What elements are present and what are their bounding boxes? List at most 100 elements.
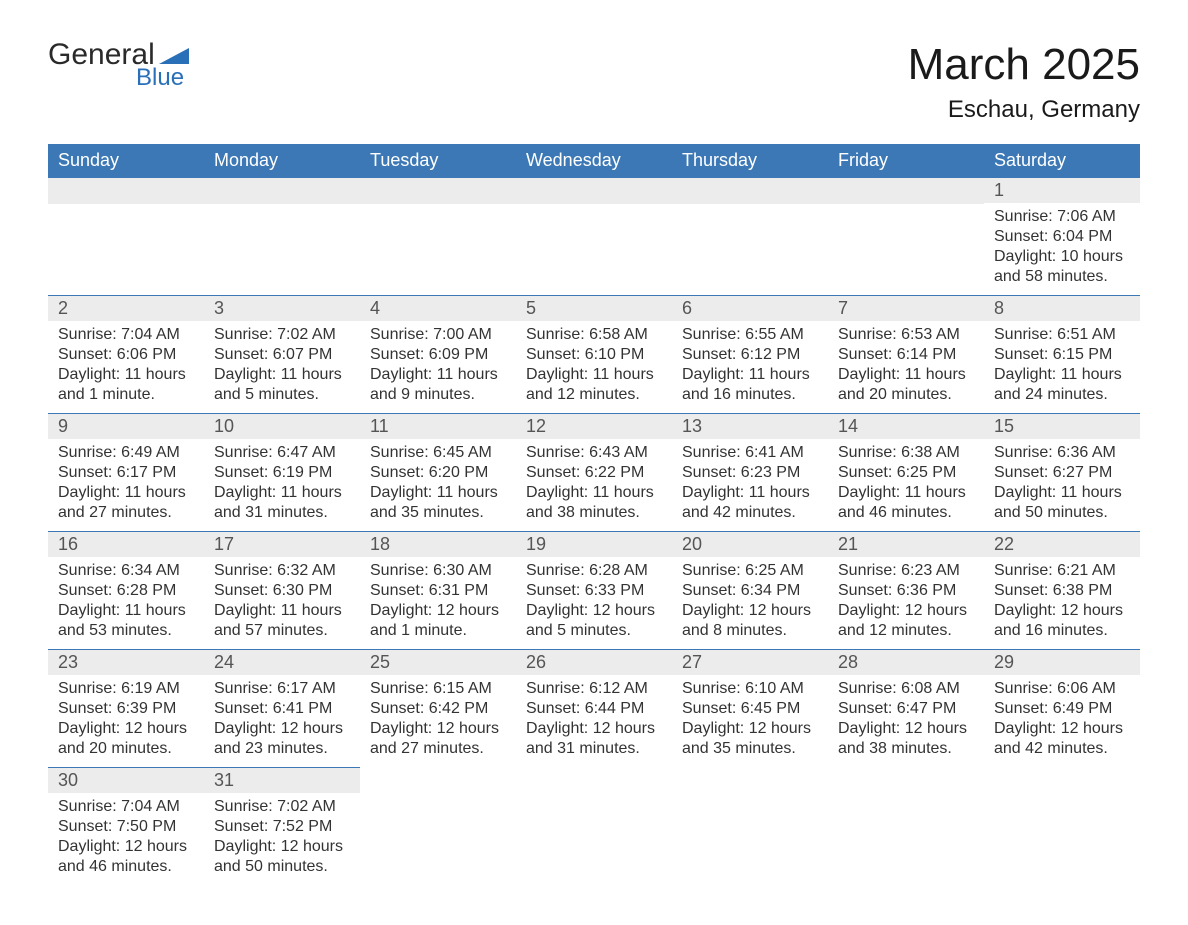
sunset-line: Sunset: 6:33 PM xyxy=(526,581,662,601)
day-number: 19 xyxy=(516,532,672,557)
sunset-line: Sunset: 6:10 PM xyxy=(526,345,662,365)
calendar-cell: 28Sunrise: 6:08 AMSunset: 6:47 PMDayligh… xyxy=(828,649,984,767)
daylight-line-1: Daylight: 11 hours xyxy=(58,601,194,621)
daylight-line-1: Daylight: 12 hours xyxy=(370,601,506,621)
sunrise-line: Sunrise: 6:53 AM xyxy=(838,325,974,345)
daylight-line-1: Daylight: 12 hours xyxy=(838,601,974,621)
day-detail: Sunrise: 6:51 AMSunset: 6:15 PMDaylight:… xyxy=(984,321,1140,413)
daylight-line-2: and 31 minutes. xyxy=(526,739,662,759)
day-detail: Sunrise: 6:19 AMSunset: 6:39 PMDaylight:… xyxy=(48,675,204,767)
sunrise-line: Sunrise: 6:28 AM xyxy=(526,561,662,581)
sunset-line: Sunset: 7:50 PM xyxy=(58,817,194,837)
sunrise-line: Sunrise: 7:04 AM xyxy=(58,325,194,345)
daylight-line-1: Daylight: 11 hours xyxy=(994,483,1130,503)
calendar-cell: 18Sunrise: 6:30 AMSunset: 6:31 PMDayligh… xyxy=(360,531,516,649)
daylight-line-2: and 57 minutes. xyxy=(214,621,350,641)
daylight-line-1: Daylight: 11 hours xyxy=(58,483,194,503)
calendar-cell xyxy=(984,767,1140,885)
day-number: 12 xyxy=(516,414,672,439)
daylight-line-1: Daylight: 11 hours xyxy=(838,483,974,503)
day-detail: Sunrise: 6:25 AMSunset: 6:34 PMDaylight:… xyxy=(672,557,828,649)
day-detail: Sunrise: 6:49 AMSunset: 6:17 PMDaylight:… xyxy=(48,439,204,531)
location-label: Eschau, Germany xyxy=(908,96,1140,124)
day-number: 5 xyxy=(516,296,672,321)
sunrise-line: Sunrise: 6:19 AM xyxy=(58,679,194,699)
daylight-line-2: and 16 minutes. xyxy=(682,385,818,405)
sunset-line: Sunset: 6:36 PM xyxy=(838,581,974,601)
calendar-cell: 29Sunrise: 6:06 AMSunset: 6:49 PMDayligh… xyxy=(984,649,1140,767)
sunset-line: Sunset: 6:25 PM xyxy=(838,463,974,483)
sunrise-line: Sunrise: 6:08 AM xyxy=(838,679,974,699)
calendar-cell xyxy=(828,767,984,885)
calendar-week: 23Sunrise: 6:19 AMSunset: 6:39 PMDayligh… xyxy=(48,649,1140,767)
sunset-line: Sunset: 6:17 PM xyxy=(58,463,194,483)
day-number: 6 xyxy=(672,296,828,321)
daylight-line-1: Daylight: 12 hours xyxy=(838,719,974,739)
daylight-line-1: Daylight: 11 hours xyxy=(682,483,818,503)
day-detail: Sunrise: 6:43 AMSunset: 6:22 PMDaylight:… xyxy=(516,439,672,531)
day-detail xyxy=(516,793,672,805)
day-detail xyxy=(672,793,828,805)
sunset-line: Sunset: 6:22 PM xyxy=(526,463,662,483)
sunset-line: Sunset: 6:44 PM xyxy=(526,699,662,719)
daylight-line-2: and 42 minutes. xyxy=(994,739,1130,759)
calendar-cell: 17Sunrise: 6:32 AMSunset: 6:30 PMDayligh… xyxy=(204,531,360,649)
page-title: March 2025 xyxy=(908,40,1140,90)
col-header: Saturday xyxy=(984,144,1140,177)
sunrise-line: Sunrise: 6:43 AM xyxy=(526,443,662,463)
calendar-cell: 13Sunrise: 6:41 AMSunset: 6:23 PMDayligh… xyxy=(672,413,828,531)
daylight-line-2: and 9 minutes. xyxy=(370,385,506,405)
calendar-cell: 24Sunrise: 6:17 AMSunset: 6:41 PMDayligh… xyxy=(204,649,360,767)
title-block: March 2025 Eschau, Germany xyxy=(908,40,1140,124)
day-detail: Sunrise: 6:55 AMSunset: 6:12 PMDaylight:… xyxy=(672,321,828,413)
calendar-cell xyxy=(204,177,360,295)
day-detail: Sunrise: 6:12 AMSunset: 6:44 PMDaylight:… xyxy=(516,675,672,767)
calendar-cell: 20Sunrise: 6:25 AMSunset: 6:34 PMDayligh… xyxy=(672,531,828,649)
calendar-cell: 14Sunrise: 6:38 AMSunset: 6:25 PMDayligh… xyxy=(828,413,984,531)
calendar-cell xyxy=(360,767,516,885)
col-header: Sunday xyxy=(48,144,204,177)
day-number: 20 xyxy=(672,532,828,557)
sunrise-line: Sunrise: 6:45 AM xyxy=(370,443,506,463)
day-number: 22 xyxy=(984,532,1140,557)
calendar-cell: 9Sunrise: 6:49 AMSunset: 6:17 PMDaylight… xyxy=(48,413,204,531)
day-detail: Sunrise: 7:00 AMSunset: 6:09 PMDaylight:… xyxy=(360,321,516,413)
day-detail xyxy=(984,793,1140,805)
day-detail xyxy=(828,204,984,216)
daylight-line-1: Daylight: 12 hours xyxy=(370,719,506,739)
calendar-cell: 5Sunrise: 6:58 AMSunset: 6:10 PMDaylight… xyxy=(516,295,672,413)
sunset-line: Sunset: 6:41 PM xyxy=(214,699,350,719)
sunrise-line: Sunrise: 6:12 AM xyxy=(526,679,662,699)
calendar-cell: 30Sunrise: 7:04 AMSunset: 7:50 PMDayligh… xyxy=(48,767,204,885)
daylight-line-2: and 1 minute. xyxy=(58,385,194,405)
day-number: 2 xyxy=(48,296,204,321)
day-detail: Sunrise: 6:34 AMSunset: 6:28 PMDaylight:… xyxy=(48,557,204,649)
day-detail xyxy=(48,204,204,216)
daylight-line-2: and 16 minutes. xyxy=(994,621,1130,641)
sunrise-line: Sunrise: 6:47 AM xyxy=(214,443,350,463)
day-detail xyxy=(360,204,516,216)
day-number: 13 xyxy=(672,414,828,439)
day-detail: Sunrise: 6:30 AMSunset: 6:31 PMDaylight:… xyxy=(360,557,516,649)
calendar-head: SundayMondayTuesdayWednesdayThursdayFrid… xyxy=(48,144,1140,177)
day-detail: Sunrise: 6:47 AMSunset: 6:19 PMDaylight:… xyxy=(204,439,360,531)
day-detail: Sunrise: 6:17 AMSunset: 6:41 PMDaylight:… xyxy=(204,675,360,767)
daylight-line-2: and 5 minutes. xyxy=(214,385,350,405)
daylight-line-2: and 42 minutes. xyxy=(682,503,818,523)
day-detail: Sunrise: 6:38 AMSunset: 6:25 PMDaylight:… xyxy=(828,439,984,531)
day-number: 21 xyxy=(828,532,984,557)
day-number: 15 xyxy=(984,414,1140,439)
daylight-line-1: Daylight: 11 hours xyxy=(370,365,506,385)
sunrise-line: Sunrise: 6:36 AM xyxy=(994,443,1130,463)
sunrise-line: Sunrise: 6:10 AM xyxy=(682,679,818,699)
day-detail: Sunrise: 7:02 AMSunset: 7:52 PMDaylight:… xyxy=(204,793,360,885)
daylight-line-2: and 46 minutes. xyxy=(838,503,974,523)
daylight-line-1: Daylight: 11 hours xyxy=(838,365,974,385)
day-number: 18 xyxy=(360,532,516,557)
calendar-cell xyxy=(516,177,672,295)
sunrise-line: Sunrise: 6:15 AM xyxy=(370,679,506,699)
daylight-line-2: and 5 minutes. xyxy=(526,621,662,641)
calendar-cell xyxy=(672,767,828,885)
sunset-line: Sunset: 6:30 PM xyxy=(214,581,350,601)
day-detail xyxy=(672,204,828,216)
